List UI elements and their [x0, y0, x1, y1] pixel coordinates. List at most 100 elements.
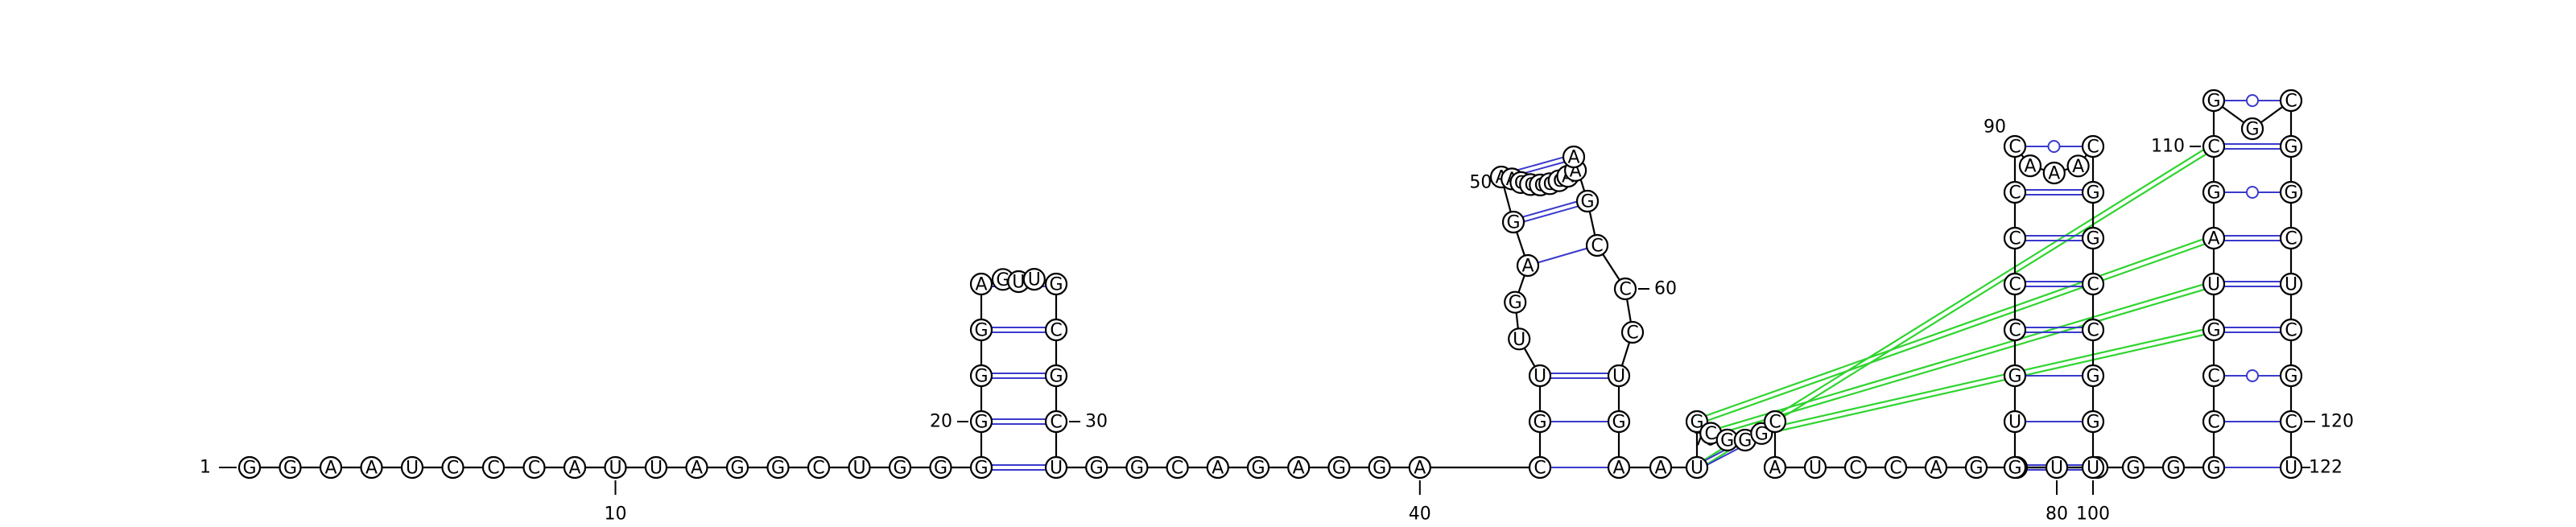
svg-text:G: G [1049, 367, 1063, 387]
nucleotide: G [969, 364, 993, 388]
nucleotide: A [685, 455, 708, 480]
nucleotide: G [2202, 89, 2226, 113]
wobble-pair-marker [2047, 140, 2061, 153]
svg-text:G: G [2284, 138, 2297, 158]
svg-text:C: C [1769, 413, 1781, 433]
svg-text:C: C [2285, 321, 2297, 341]
svg-text:C: C [1849, 459, 1861, 479]
nucleotide: C [1528, 455, 1552, 480]
wobble-pair-marker [2246, 186, 2259, 199]
svg-text:G: G [1690, 413, 1703, 433]
svg-text:U: U [1612, 367, 1625, 387]
svg-text:G: G [2166, 459, 2180, 479]
nucleotide: C [1613, 277, 1637, 301]
nucleotide: C [2279, 410, 2303, 434]
svg-text:G: G [2086, 367, 2099, 387]
svg-text:G: G [1755, 424, 1769, 444]
nucleotide: G [969, 455, 993, 480]
svg-text:A: A [2048, 164, 2060, 184]
nucleotide: C [2202, 134, 2226, 159]
base-pair [2224, 94, 2281, 107]
svg-text:G: G [1612, 413, 1625, 433]
nucleotide: U [2081, 455, 2105, 480]
svg-text:G: G [2086, 183, 2099, 204]
svg-text:A: A [1212, 459, 1224, 479]
svg-text:A: A [365, 459, 378, 479]
svg-text:C: C [1534, 459, 1546, 479]
nucleotide: G [1733, 428, 1757, 452]
nucleotide: G [888, 455, 912, 480]
nucleotide: U [2003, 410, 2027, 434]
nucleotide: G [2279, 134, 2303, 159]
nucleotide: G [969, 318, 993, 342]
nucleotide: G [2081, 180, 2105, 204]
nucleotide: C [2003, 180, 2027, 204]
nucleotide: G [2202, 318, 2226, 342]
position-label: 80 [2046, 480, 2068, 525]
numbering-layer: 1122102030405060708090100110120 [200, 117, 2354, 525]
nucleotide: A [1763, 455, 1787, 480]
nucleotide: A [319, 455, 343, 480]
svg-text:U: U [650, 459, 663, 479]
svg-text:1: 1 [200, 458, 211, 478]
svg-text:G: G [2284, 367, 2297, 387]
base-pair [2025, 189, 2083, 196]
nucleotide: G [2003, 364, 2027, 388]
base-pair [2025, 140, 2083, 153]
base-pair [2224, 235, 2281, 241]
nucleotide: G [2240, 117, 2264, 141]
svg-text:10: 10 [605, 504, 627, 525]
base-pair [2224, 369, 2281, 382]
svg-text:U: U [1028, 270, 1041, 290]
nucleotide: C [1699, 422, 1723, 445]
nucleotide: C [2202, 410, 2226, 434]
nucleotide: A [1924, 455, 1948, 480]
base-pair [1522, 200, 1579, 223]
base-pair [992, 418, 1046, 425]
svg-text:G: G [974, 459, 988, 479]
svg-text:C: C [1171, 459, 1183, 479]
svg-text:U: U [2050, 459, 2063, 479]
nucleotide: C [2081, 272, 2105, 296]
svg-text:C: C [2008, 138, 2021, 158]
nucleotide: A [1408, 455, 1431, 480]
svg-text:60: 60 [1654, 279, 1677, 299]
nucleotide: A [360, 455, 383, 480]
wobble-pair-marker [2246, 94, 2259, 107]
svg-text:A: A [1654, 459, 1666, 479]
svg-text:30: 30 [1085, 412, 1108, 432]
nucleotide: A [1287, 455, 1311, 480]
nucleotide: G [2003, 455, 2027, 480]
svg-text:G: G [2207, 92, 2220, 112]
pseudoknot-pair-line [1695, 143, 2213, 467]
svg-text:G: G [771, 459, 785, 479]
svg-text:G: G [2008, 459, 2021, 479]
nucleotide: U [1528, 364, 1552, 388]
svg-text:C: C [1050, 321, 1062, 341]
svg-text:U: U [2207, 275, 2220, 295]
nucleotide: G [1501, 210, 1525, 234]
svg-text:A: A [1930, 459, 1942, 479]
nucleotide: C [2081, 134, 2105, 159]
nucleotide: A [563, 455, 587, 480]
nucleotide: A [2202, 226, 2226, 250]
nucleotide: G [1125, 455, 1149, 480]
svg-text:A: A [324, 459, 336, 479]
nucleotide: C [1044, 318, 1068, 342]
svg-text:G: G [2207, 183, 2220, 204]
nucleotide: G [1528, 410, 1552, 434]
svg-text:U: U [1534, 367, 1546, 387]
nucleotide: G [1327, 455, 1351, 480]
svg-text:U: U [1050, 459, 1063, 479]
base-pair [1538, 247, 1587, 264]
svg-text:C: C [1050, 413, 1062, 433]
nucleotide: G [2202, 180, 2226, 204]
svg-text:G: G [974, 367, 988, 387]
pseudoknot-pair-line [1726, 326, 2214, 438]
svg-text:C: C [2087, 275, 2099, 295]
svg-text:G: G [2086, 413, 2099, 433]
nucleotide: U [2202, 272, 2226, 296]
nucleotide: A [1607, 455, 1631, 480]
nucleotide: G [929, 455, 952, 480]
svg-text:G: G [893, 459, 906, 479]
